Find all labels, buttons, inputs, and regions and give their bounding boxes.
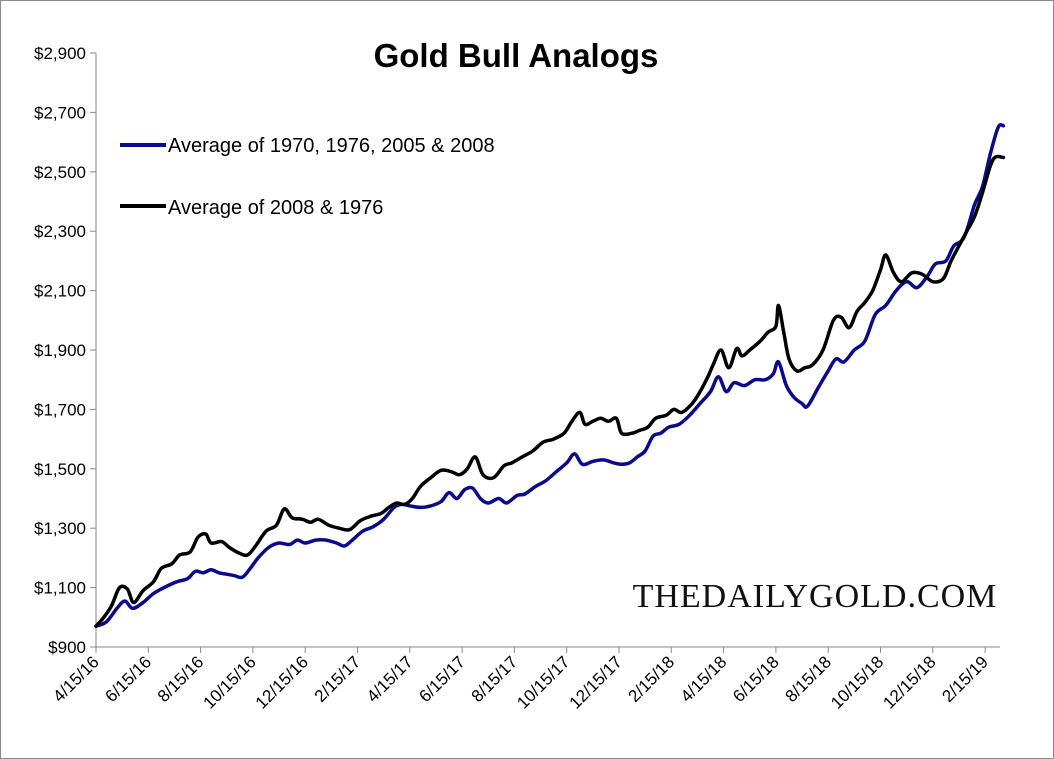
legend-label-series-1: Average of 1970, 1976, 2005 & 2008 — [168, 135, 495, 157]
y-tick-label: $2,900 — [34, 44, 86, 63]
y-tick-label: $1,700 — [34, 400, 86, 419]
y-tick-label: $1,900 — [34, 341, 86, 360]
y-tick-label: $1,300 — [34, 519, 86, 538]
y-tick-label: $2,100 — [34, 282, 86, 301]
x-tick-label: 6/15/17 — [415, 652, 469, 706]
y-ticks: $900 $1,100 $1,300 $1,500 $1,700 $1,900 $2,100… — [34, 44, 96, 657]
x-tick-label: 2/15/19 — [938, 652, 992, 706]
y-tick-label: $1,100 — [34, 579, 86, 598]
legend-label-series-2: Average of 2008 & 1976 — [168, 197, 383, 219]
watermark: THEDAILYGOLD.COM — [633, 578, 998, 615]
x-tick-label: 10/15/16 — [199, 652, 259, 712]
y-tick-label: $2,500 — [34, 163, 86, 182]
x-ticks: 4/15/166/15/168/15/1610/15/1612/15/162/1… — [49, 647, 992, 713]
series-line-2 — [94, 154, 1006, 628]
x-tick-label: 10/15/17 — [513, 652, 573, 712]
x-tick-label: 4/15/17 — [363, 652, 417, 706]
x-tick-label: 12/15/18 — [879, 652, 939, 712]
x-tick-label: 12/15/17 — [566, 652, 626, 712]
x-tick-label: 4/15/18 — [677, 652, 731, 706]
series-lines — [94, 123, 1006, 628]
chart-title: Gold Bull Analogs — [374, 37, 659, 74]
y-tick-label: $2,700 — [34, 103, 86, 122]
y-tick-label: $1,500 — [34, 460, 86, 479]
x-tick-label: 4/15/16 — [49, 652, 103, 706]
x-tick-label: 10/15/18 — [827, 652, 887, 712]
x-tick-label: 6/15/16 — [102, 652, 156, 706]
x-tick-label: 2/15/17 — [311, 652, 365, 706]
legend: Average of 1970, 1976, 2005 & 2008 Avera… — [120, 135, 495, 219]
series-line-1 — [94, 123, 1006, 628]
x-tick-label: 12/15/16 — [252, 652, 312, 712]
x-tick-label: 2/15/18 — [625, 652, 679, 706]
y-tick-label: $900 — [48, 638, 86, 657]
x-tick-label: 6/15/18 — [729, 652, 783, 706]
y-tick-label: $2,300 — [34, 222, 86, 241]
